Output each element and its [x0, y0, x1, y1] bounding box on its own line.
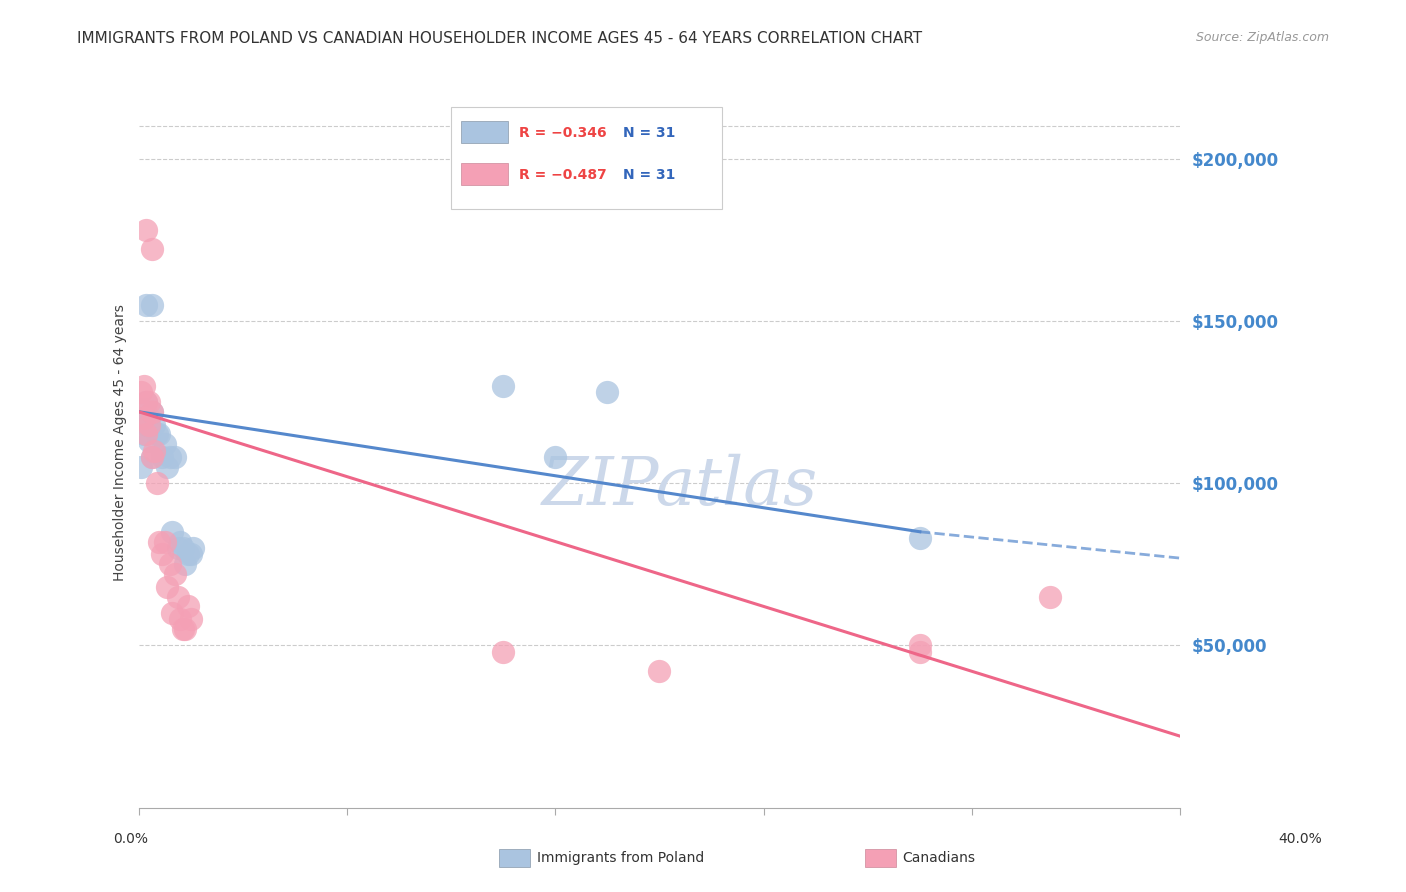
- Point: [135, 395, 157, 409]
- Point: [159, 558, 181, 572]
- Point: [169, 612, 191, 626]
- Text: Source: ZipAtlas.com: Source: ZipAtlas.com: [1195, 31, 1329, 45]
- Point: [174, 558, 197, 572]
- Point: [172, 622, 194, 636]
- Point: [648, 665, 671, 679]
- FancyBboxPatch shape: [461, 163, 509, 185]
- Text: N = 31: N = 31: [623, 168, 675, 182]
- Point: [159, 450, 181, 464]
- Text: IMMIGRANTS FROM POLAND VS CANADIAN HOUSEHOLDER INCOME AGES 45 - 64 YEARS CORRELA: IMMIGRANTS FROM POLAND VS CANADIAN HOUSE…: [77, 31, 922, 46]
- Point: [145, 476, 167, 491]
- Point: [156, 580, 179, 594]
- Point: [908, 638, 931, 652]
- Point: [141, 297, 163, 311]
- Point: [166, 541, 188, 555]
- Point: [908, 531, 931, 545]
- Point: [162, 606, 184, 620]
- Point: [141, 450, 163, 464]
- Point: [138, 411, 160, 425]
- Point: [141, 405, 163, 419]
- Text: ZIPatlas: ZIPatlas: [543, 454, 818, 519]
- Point: [492, 378, 515, 392]
- Point: [141, 450, 163, 464]
- Point: [138, 434, 160, 448]
- Point: [596, 385, 619, 400]
- Point: [148, 534, 170, 549]
- Point: [169, 534, 191, 549]
- Point: [174, 622, 197, 636]
- Point: [135, 395, 157, 409]
- Point: [132, 378, 155, 392]
- Point: [163, 450, 186, 464]
- Point: [177, 599, 200, 614]
- Point: [172, 541, 194, 555]
- Point: [181, 541, 204, 555]
- Point: [544, 450, 567, 464]
- Point: [162, 524, 184, 539]
- FancyBboxPatch shape: [461, 121, 509, 143]
- Text: N = 31: N = 31: [623, 126, 675, 140]
- Text: R = −0.487: R = −0.487: [519, 168, 606, 182]
- FancyBboxPatch shape: [451, 107, 721, 209]
- Point: [150, 450, 173, 464]
- Point: [492, 645, 515, 659]
- Point: [138, 395, 160, 409]
- Point: [145, 427, 167, 442]
- Point: [908, 645, 931, 659]
- Text: Canadians: Canadians: [903, 851, 976, 865]
- Y-axis label: Householder Income Ages 45 - 64 years: Householder Income Ages 45 - 64 years: [114, 304, 128, 581]
- Point: [135, 427, 157, 442]
- Point: [180, 548, 202, 562]
- Point: [135, 417, 157, 432]
- Point: [129, 459, 152, 474]
- Text: Immigrants from Poland: Immigrants from Poland: [537, 851, 704, 865]
- Point: [163, 566, 186, 581]
- Point: [143, 417, 166, 432]
- Point: [141, 243, 163, 257]
- Point: [132, 411, 155, 425]
- Point: [153, 534, 176, 549]
- Point: [135, 297, 157, 311]
- Point: [129, 385, 152, 400]
- Point: [148, 427, 170, 442]
- Point: [143, 443, 166, 458]
- Point: [156, 459, 179, 474]
- Text: R = −0.346: R = −0.346: [519, 126, 606, 140]
- Point: [150, 548, 173, 562]
- Point: [129, 411, 152, 425]
- Point: [138, 417, 160, 432]
- Point: [135, 223, 157, 237]
- Point: [141, 405, 163, 419]
- Point: [166, 590, 188, 604]
- Point: [180, 612, 202, 626]
- Point: [132, 427, 155, 442]
- Point: [177, 548, 200, 562]
- Point: [1039, 590, 1062, 604]
- Text: 40.0%: 40.0%: [1278, 832, 1323, 846]
- Text: 0.0%: 0.0%: [114, 832, 148, 846]
- Point: [153, 437, 176, 451]
